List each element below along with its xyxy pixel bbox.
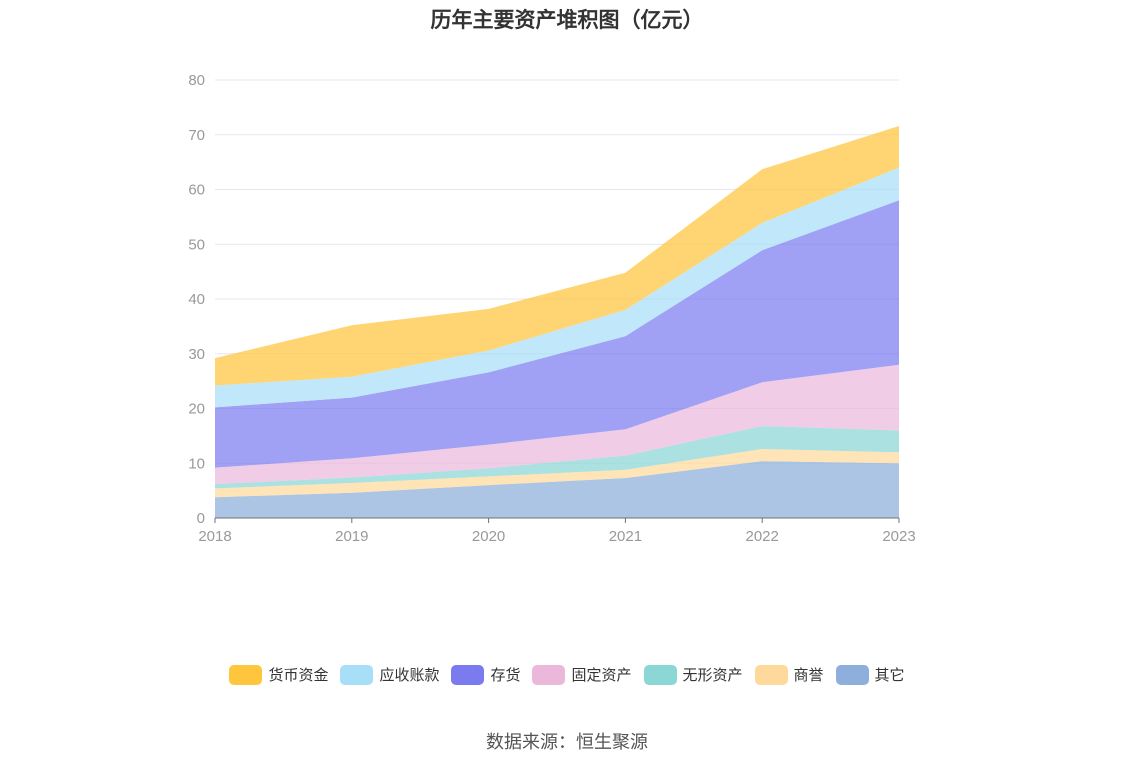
y-tick-label: 40 bbox=[188, 291, 205, 308]
legend-swatch bbox=[229, 664, 263, 685]
legend-item[interactable]: 其它 bbox=[835, 664, 905, 685]
legend-label: 存货 bbox=[490, 666, 521, 684]
legend-swatch bbox=[451, 664, 485, 685]
legend-label: 货币资金 bbox=[268, 666, 329, 684]
legend-swatch bbox=[340, 664, 374, 685]
area-应收账款 bbox=[215, 167, 899, 408]
y-tick-label: 0 bbox=[197, 510, 205, 527]
y-tick-label: 10 bbox=[188, 455, 205, 472]
y-tick-label: 50 bbox=[188, 236, 205, 253]
legend-item[interactable]: 应收账款 bbox=[340, 664, 439, 685]
x-tick-label: 2018 bbox=[198, 528, 231, 545]
x-tick-label: 2020 bbox=[472, 528, 505, 545]
legend-item[interactable]: 存货 bbox=[451, 664, 520, 685]
legend-swatch bbox=[835, 664, 869, 685]
area-商誉 bbox=[215, 449, 899, 498]
x-tick-label: 2022 bbox=[746, 528, 779, 545]
y-tick-label: 20 bbox=[188, 401, 205, 418]
area-其它 bbox=[215, 461, 899, 518]
area-货币资金 bbox=[215, 126, 899, 386]
area-无形资产 bbox=[215, 426, 899, 489]
legend-label: 商誉 bbox=[793, 666, 824, 684]
y-tick-label: 60 bbox=[188, 182, 205, 199]
legend-label: 无形资产 bbox=[682, 666, 743, 684]
legend-label: 其它 bbox=[874, 666, 905, 684]
y-tick-label: 80 bbox=[188, 72, 205, 89]
area-存货 bbox=[215, 200, 899, 468]
legend-item[interactable]: 无形资产 bbox=[643, 664, 743, 685]
legend: 货币资金 应收账款 存货 固定资产 无形资产 商誉 其它 bbox=[0, 664, 1134, 685]
x-tick-label: 2021 bbox=[609, 528, 642, 545]
legend-swatch bbox=[643, 664, 677, 685]
y-tick-label: 70 bbox=[188, 127, 205, 144]
chart-title: 历年主要资产堆积图（亿元） bbox=[430, 8, 704, 32]
legend-item[interactable]: 固定资产 bbox=[532, 664, 632, 685]
source-note: 数据来源：恒生聚源 bbox=[486, 732, 648, 753]
area-固定资产 bbox=[215, 364, 899, 485]
legend-swatch bbox=[532, 664, 566, 685]
legend-item[interactable]: 货币资金 bbox=[229, 664, 328, 685]
legend-label: 固定资产 bbox=[571, 666, 632, 684]
legend-item[interactable]: 商誉 bbox=[754, 664, 824, 685]
legend-swatch bbox=[754, 664, 788, 685]
y-tick-label: 30 bbox=[188, 346, 205, 363]
x-tick-label: 2019 bbox=[335, 528, 368, 545]
x-tick-label: 2023 bbox=[882, 528, 915, 545]
legend-label: 应收账款 bbox=[379, 666, 440, 684]
